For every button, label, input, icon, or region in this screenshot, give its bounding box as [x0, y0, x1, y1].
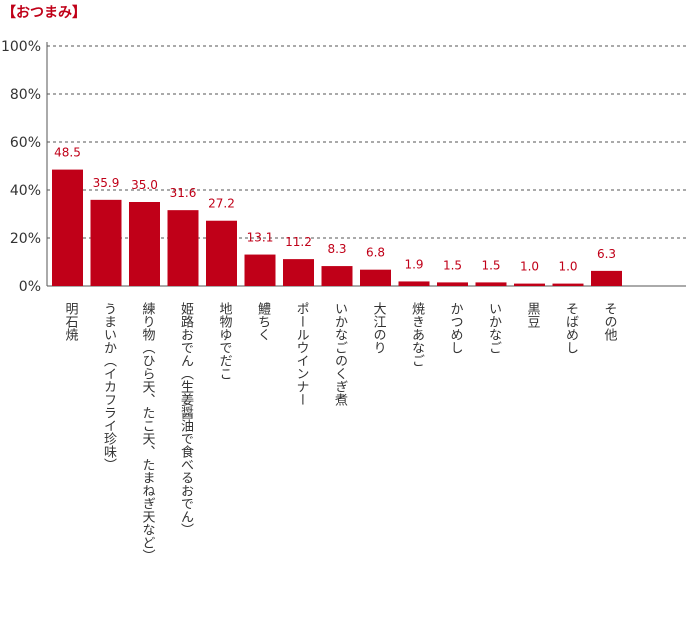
- data-label: 1.5: [481, 258, 500, 272]
- data-label: 6.3: [597, 247, 616, 261]
- category-label: 姫路おでん（生姜醤油で食べるおでん）: [178, 302, 193, 536]
- data-label: 8.3: [327, 242, 346, 256]
- category-label: その他: [601, 302, 617, 341]
- category-label: いかなごのくぎ煮: [332, 302, 347, 406]
- category-label: ポールウインナー: [293, 302, 309, 406]
- data-label: 48.5: [54, 146, 81, 160]
- bar: [52, 169, 83, 286]
- data-label: 35.9: [93, 176, 120, 190]
- bar: [398, 281, 430, 286]
- y-tick-label: 60%: [10, 135, 41, 151]
- category-label: かつめし: [447, 302, 463, 354]
- data-label: 27.2: [208, 197, 235, 211]
- data-label: 1.9: [404, 257, 423, 271]
- category-label: 大江のり: [370, 302, 386, 354]
- y-tick-label: 0%: [19, 279, 41, 295]
- category-label: そばめし: [563, 302, 578, 354]
- bar: [591, 270, 622, 286]
- bar: [129, 202, 160, 286]
- category-label: 地物ゆでだこ: [216, 302, 232, 380]
- bar: [552, 283, 584, 286]
- y-tick-label: 100%: [1, 39, 41, 55]
- category-label: 焼きあなご: [409, 302, 424, 367]
- data-label: 13.1: [247, 231, 274, 245]
- bar: [167, 210, 199, 286]
- chart-title: 【おつまみ】: [2, 5, 86, 21]
- bar: [360, 269, 391, 286]
- data-label: 31.6: [170, 186, 197, 200]
- bar: [514, 283, 545, 286]
- data-label: 1.0: [558, 260, 577, 274]
- bar: [321, 266, 353, 286]
- data-label: 35.0: [131, 178, 158, 192]
- data-label: 1.0: [520, 260, 539, 274]
- y-tick-label: 20%: [10, 231, 41, 247]
- bar: [90, 199, 122, 286]
- data-label: 1.5: [443, 258, 462, 272]
- data-label: 6.8: [366, 246, 385, 260]
- bar: [437, 282, 468, 286]
- bar: [244, 254, 276, 286]
- category-label: いかなご: [486, 302, 501, 354]
- bar: [475, 282, 507, 286]
- category-label: 黒豆: [524, 302, 540, 328]
- bar: [206, 220, 237, 286]
- category-label: 明石焼: [62, 302, 78, 341]
- y-tick-label: 80%: [10, 87, 41, 103]
- category-label: うまいか（イカフライ珍味）: [101, 302, 116, 471]
- data-label: 11.2: [285, 235, 312, 249]
- category-label: 練り物（ひら天、たこ天、たまねぎ天など）: [139, 302, 155, 562]
- category-label: 鱧ちく: [255, 302, 270, 341]
- y-tick-label: 40%: [10, 183, 41, 199]
- bar: [283, 259, 314, 286]
